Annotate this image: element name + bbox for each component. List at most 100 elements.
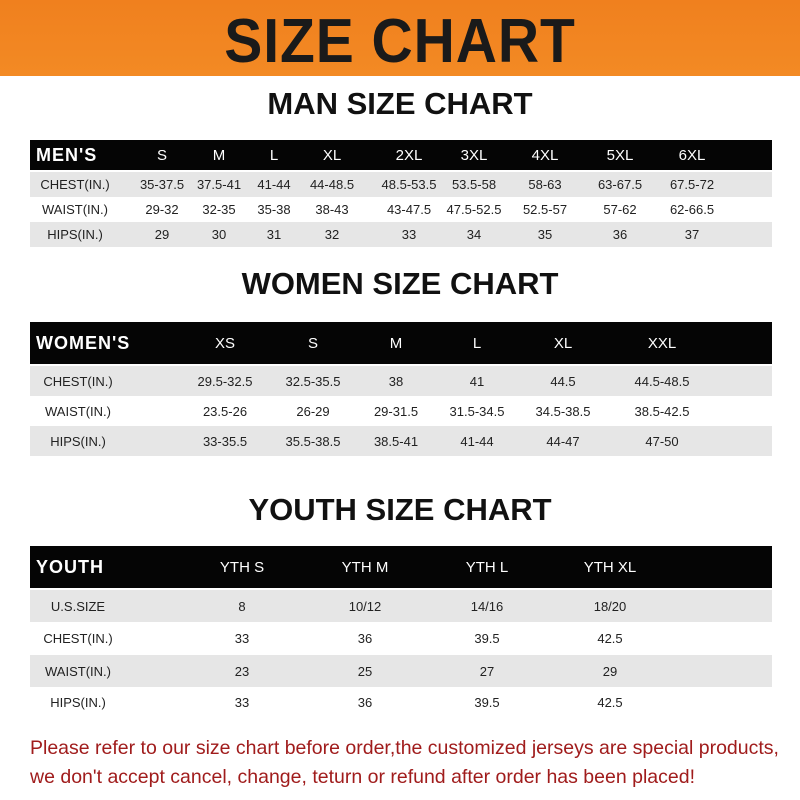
table-row: CHEST(IN.) 29.5-32.5 32.5-35.5 38 41 44.5 44.5… (30, 366, 772, 396)
table-cell: 53.5-58 (451, 177, 497, 192)
table-cell: 63-67.5 (597, 177, 643, 192)
row-label: CHEST(IN.) (40, 177, 110, 192)
table-cell: 29.5-32.5 (197, 373, 253, 389)
banner: SIZE CHART (0, 0, 800, 76)
table-cell: 41 (469, 373, 485, 389)
table-row: CHEST(IN.) 33 36 39.5 42.5 (30, 622, 772, 655)
row-label: WAIST(IN.) (45, 403, 111, 419)
table-row: WAIST(IN.) 23.5-26 26-29 29-31.5 31.5-34.5 34… (30, 396, 772, 426)
order-notice: Please refer to our size chart before or… (30, 734, 790, 792)
table-cell: 48.5-53.5 (381, 177, 437, 192)
table-cell: 23 (234, 663, 250, 679)
table-cell: 38 (388, 373, 404, 389)
table-cell: 8 (238, 598, 246, 614)
table-cell: 35-38 (257, 202, 291, 217)
row-label: HIPS(IN.) (47, 227, 103, 242)
table-cell: 33-35.5 (202, 433, 248, 449)
table-cell: 32 (324, 227, 340, 242)
table-cell: 36 (357, 695, 373, 710)
table-cell: 44.5-48.5 (634, 373, 690, 389)
row-label: CHEST(IN.) (43, 631, 113, 646)
table-cell: 31.5-34.5 (449, 403, 505, 419)
notice-line: we don't accept cancel, change, teturn o… (30, 766, 695, 788)
table-row: HIPS(IN.) 33 36 39.5 42.5 (30, 687, 772, 718)
table-cell: 27 (479, 663, 495, 679)
table-label: WOMEN'S (36, 332, 131, 353)
table-row: HIPS(IN.) 29 30 31 32 33 34 35 36 37 (30, 222, 772, 247)
table-cell: 35-37.5 (139, 177, 185, 192)
table-cell: 32.5-35.5 (285, 373, 341, 389)
table-cell: 34.5-38.5 (535, 403, 591, 419)
size-header: XL (322, 146, 342, 164)
table-cell: 31 (266, 227, 282, 242)
row-label: U.S.SIZE (50, 598, 106, 614)
table-cell: 41-44 (257, 177, 291, 192)
table-cell: 44-48.5 (309, 177, 355, 192)
size-header: YTH S (219, 558, 265, 576)
size-header: YTH XL (583, 558, 637, 576)
size-header: XXL (647, 334, 677, 352)
size-header: M (212, 146, 226, 164)
size-header: S (307, 334, 319, 352)
size-header: YTH L (465, 558, 509, 576)
row-label: CHEST(IN.) (43, 373, 113, 389)
men-title: MAN SIZE CHART (267, 86, 533, 121)
table-label: MEN'S (36, 144, 98, 165)
table-cell: 44.5 (550, 373, 576, 389)
row-label: WAIST(IN.) (45, 663, 111, 679)
table-cell: 25 (357, 663, 373, 679)
table-cell: 29-31.5 (373, 403, 419, 419)
table-cell: 57-62 (603, 202, 637, 217)
table-cell: 47.5-52.5 (446, 202, 502, 217)
table-cell: 44-47 (546, 433, 580, 449)
table-row: CHEST(IN.) 35-37.5 37.5-41 41-44 44-48.5 48.5… (30, 172, 772, 197)
table-row: WAIST(IN.) 29-32 32-35 35-38 38-43 43-47.5 47.… (30, 197, 772, 222)
table-cell: 58-63 (528, 177, 562, 192)
size-header: 4XL (531, 146, 559, 164)
table-cell: 36 (357, 631, 373, 646)
table-cell: 33 (401, 227, 417, 242)
table-row: WAIST(IN.) 23 25 27 29 (30, 655, 772, 687)
table-label: YOUTH (36, 556, 104, 577)
row-label: WAIST(IN.) (42, 202, 108, 217)
women-title: WOMEN SIZE CHART (241, 266, 559, 301)
size-header: 5XL (606, 146, 634, 164)
size-header: 2XL (395, 146, 423, 164)
row-label: HIPS(IN.) (50, 695, 106, 710)
table-cell: 62-66.5 (669, 202, 715, 217)
table-cell: 37 (684, 227, 700, 242)
banner-title: SIZE CHART (224, 7, 576, 76)
table-header-row: MEN'S S M L XL 2XL 3XL 4XL 5XL 6XL (30, 140, 772, 170)
size-header: 6XL (678, 146, 706, 164)
table-cell: 37.5-41 (196, 177, 242, 192)
table-cell: 29-32 (145, 202, 179, 217)
table-cell: 29 (602, 663, 618, 679)
size-header: XL (553, 334, 573, 352)
youth-title: YOUTH SIZE CHART (248, 492, 552, 527)
table-header-row: YOUTH YTH S YTH M YTH L YTH XL (30, 546, 772, 588)
table-cell: 39.5 (474, 695, 500, 710)
table-cell: 29 (154, 227, 170, 242)
table-cell: 39.5 (474, 631, 500, 646)
table-header-row: WOMEN'S XS S M L XL XXL (30, 322, 772, 364)
size-header: M (389, 334, 403, 352)
table-cell: 38.5-42.5 (634, 403, 690, 419)
table-cell: 33 (234, 631, 250, 646)
size-header: 3XL (460, 146, 488, 164)
table-row: HIPS(IN.) 33-35.5 35.5-38.5 38.5-41 41-44 44-… (30, 426, 772, 456)
table-cell: 14/16 (470, 598, 504, 614)
table-cell: 42.5 (597, 631, 623, 646)
table-cell: 10/12 (348, 598, 382, 614)
size-header: XS (214, 334, 236, 352)
table-cell: 23.5-26 (202, 403, 248, 419)
table-cell: 43-47.5 (386, 202, 432, 217)
table-cell: 26-29 (296, 403, 330, 419)
table-cell: 34 (466, 227, 482, 242)
table-cell: 67.5-72 (669, 177, 715, 192)
table-cell: 38-43 (315, 202, 349, 217)
row-label: HIPS(IN.) (50, 433, 106, 449)
table-cell: 35 (537, 227, 553, 242)
table-cell: 36 (612, 227, 628, 242)
table-cell: 33 (234, 695, 250, 710)
size-header: S (156, 146, 168, 164)
